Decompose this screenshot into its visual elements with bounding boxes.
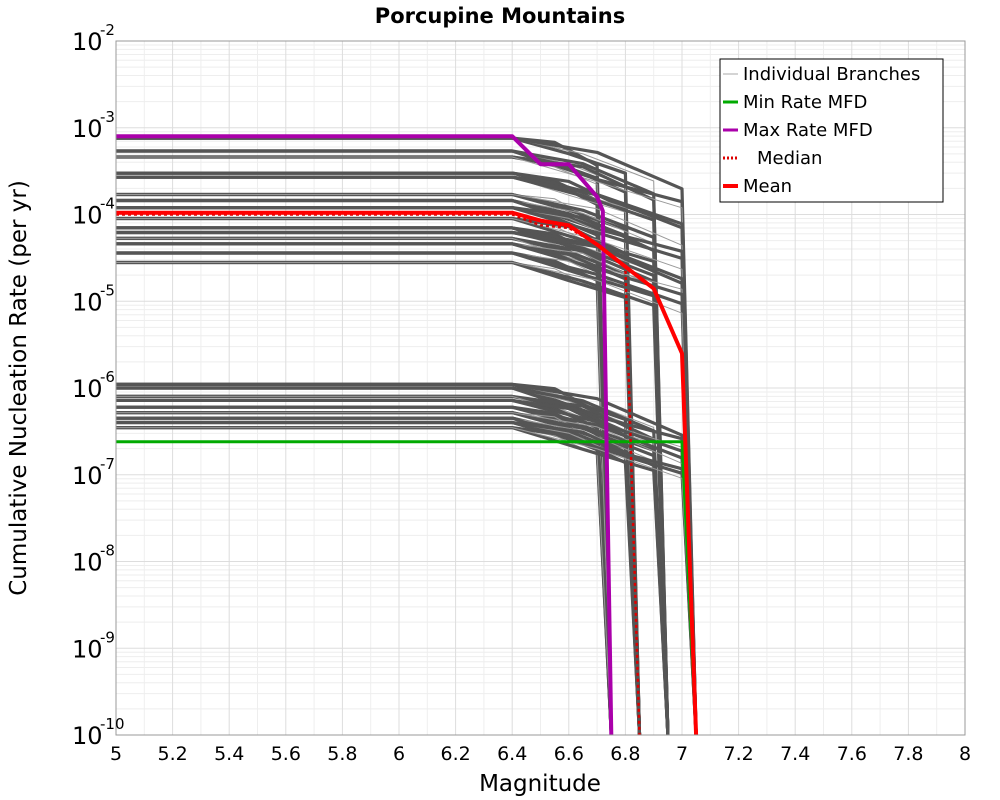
branch-line [116,198,642,736]
y-tick-label: 10-6 [72,368,115,403]
legend: Individual Branches Min Rate MFD Max Rate … [719,58,944,203]
x-tick-label: 7.2 [723,743,753,765]
y-tick-base: 10 [72,115,103,143]
branch-line [116,416,613,736]
y-tick-base: 10 [72,288,103,316]
y-tick-base: 10 [72,462,103,490]
y-tick-label: 10-10 [72,715,125,750]
x-axis-label: Magnitude [479,771,601,797]
x-tick-labels: 5 5.2 5.4 5.6 5.8 6 6.2 6.4 6.6 6.8 7 7.2 7.4 7.6 7.8 8 [110,743,971,765]
series-layer [116,134,699,736]
x-tick-label: 6.6 [554,743,584,765]
series-mean [116,210,699,736]
legend-label: Min Rate MFD [743,92,867,113]
y-tick-exponent: -5 [100,281,115,299]
y-tick-exponent: -9 [100,628,115,646]
chart-title: Porcupine Mountains [375,4,625,28]
y-tick-exponent: -7 [100,455,115,473]
branch-line [116,198,613,736]
x-tick-label: 5.2 [157,743,187,765]
branch-line [116,426,670,736]
x-tick-label: 7 [676,743,688,765]
branch-line [116,216,670,736]
legend-box [719,58,944,203]
x-tick-label: 8 [959,743,971,765]
branch-line [116,236,670,736]
branch-line [116,412,612,736]
y-tick-base: 10 [72,635,103,663]
x-tick-label: 7.6 [837,743,867,765]
legend-label: Max Rate MFD [743,120,873,141]
branch-line [116,260,670,736]
x-tick-label: 6.8 [610,743,640,765]
branch-line [116,207,640,736]
branch-line [116,230,670,736]
y-tick-exponent: -6 [100,368,115,386]
legend-label: Median [757,148,822,169]
branch-line [116,216,642,736]
branch-line [116,206,613,736]
branch-line [116,218,612,736]
y-tick-label: 10-8 [72,542,115,577]
y-axis-label: Cumulative Nucleation Rate (per yr) [6,180,32,596]
y-tick-label: 10-5 [72,281,115,316]
x-tick-label: 7.8 [893,743,923,765]
branch-line [116,237,612,736]
branch-line [116,398,642,736]
x-tick-label: 6.2 [440,743,470,765]
branch-line [116,406,640,736]
branch-line [116,262,612,736]
y-tick-base: 10 [72,375,103,403]
branch-line [116,227,669,736]
branch-line [116,416,642,736]
branch-line [116,420,613,736]
branch-line [116,230,613,736]
legend-label: Mean [743,176,792,197]
y-tick-exponent: -4 [100,195,115,213]
branch-line [116,405,613,736]
branch-line [116,226,642,736]
plot-frame [115,40,966,736]
branch-line [116,417,669,736]
y-tick-base: 10 [72,28,103,56]
x-tick-label: 5.8 [327,743,357,765]
legend-label: Individual Branches [743,64,920,85]
branch-line [116,426,642,736]
branch-line [116,226,613,736]
x-tick-label: 6 [393,743,405,765]
branch-line [116,427,612,736]
y-tick-label: 10-9 [72,628,115,663]
y-tick-label: 10-2 [72,21,115,56]
y-tick-base: 10 [72,202,103,230]
branch-line [116,420,670,736]
x-tick-label: 5 [110,743,122,765]
branch-line [116,236,642,736]
branch-line [116,411,642,736]
branch-line [116,260,642,736]
y-tick-exponent: -10 [100,715,125,733]
branch-line [116,422,640,736]
branch-line [116,405,670,736]
y-tick-exponent: -2 [100,21,115,39]
x-tick-label: 5.4 [214,743,244,765]
branch-line [116,232,640,736]
y-tick-label: 10-7 [72,455,115,490]
x-tick-label: 5.6 [271,743,301,765]
y-tick-exponent: -8 [100,542,115,560]
y-tick-base: 10 [72,549,103,577]
y-tick-base: 10 [72,722,103,750]
branch-line [116,176,640,736]
branch-line [116,398,613,736]
series-max-rate-mfd [116,134,614,736]
x-tick-label: 6.4 [497,743,527,765]
x-tick-label: 7.4 [780,743,810,765]
y-tick-exponent: -3 [100,108,115,126]
branch-line [116,411,670,736]
y-tick-label: 10-4 [72,195,115,230]
y-tick-label: 10-3 [72,108,115,143]
